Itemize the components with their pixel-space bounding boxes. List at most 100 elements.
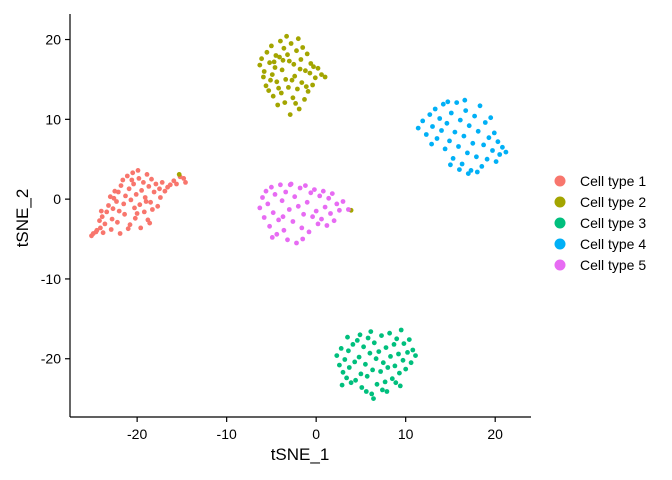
legend-swatch <box>554 259 566 271</box>
y-axis-title: tSNE_2 <box>13 189 32 248</box>
data-point <box>289 77 295 83</box>
x-tick-label: 10 <box>398 426 414 442</box>
data-point <box>484 156 490 162</box>
data-point <box>477 103 483 109</box>
data-point <box>310 82 315 88</box>
legend: Cell type 1 Cell type 2 Cell type 3 Cell ty… <box>554 173 646 273</box>
data-point <box>400 357 406 363</box>
data-point <box>281 227 287 233</box>
data-point <box>153 181 159 187</box>
data-point <box>432 106 438 112</box>
data-point <box>303 68 308 74</box>
data-point <box>149 176 154 182</box>
data-point <box>137 202 143 208</box>
data-point <box>157 186 162 192</box>
data-point <box>311 64 316 70</box>
legend-item: Cell type 4 <box>554 236 646 252</box>
series-5-points <box>257 181 351 246</box>
data-point <box>334 201 340 207</box>
data-point <box>303 84 309 89</box>
data-point <box>346 365 352 370</box>
data-point <box>124 173 130 179</box>
data-point <box>439 128 444 133</box>
data-point <box>497 152 503 157</box>
data-point <box>317 193 323 199</box>
data-point <box>291 61 297 67</box>
data-point <box>97 218 102 224</box>
data-point <box>286 58 292 64</box>
data-point <box>141 180 146 185</box>
data-point <box>468 168 474 173</box>
data-point <box>481 142 486 148</box>
data-point <box>371 340 377 346</box>
data-point <box>350 342 356 347</box>
data-point <box>462 97 468 103</box>
data-point <box>423 132 429 137</box>
data-point <box>447 138 452 144</box>
data-point <box>142 195 148 200</box>
data-point <box>297 185 303 191</box>
x-axis-title: tSNE_1 <box>271 445 330 464</box>
data-point <box>288 41 294 46</box>
x-tick-label: 0 <box>312 426 320 442</box>
data-point <box>463 108 469 113</box>
data-point <box>98 208 104 214</box>
data-point <box>287 182 293 188</box>
data-point <box>363 361 368 367</box>
data-point <box>305 89 311 94</box>
data-point <box>272 65 278 70</box>
data-point <box>322 74 328 80</box>
data-point <box>500 144 505 150</box>
data-point <box>276 217 281 223</box>
data-point <box>301 211 306 217</box>
data-point <box>272 192 278 197</box>
data-point <box>369 391 375 397</box>
data-point <box>331 218 337 224</box>
data-point <box>392 363 398 369</box>
data-point <box>420 118 426 124</box>
data-point <box>158 195 163 200</box>
data-point <box>290 95 296 101</box>
data-point <box>387 330 392 336</box>
data-point <box>280 214 286 220</box>
legend-label: Cell type 2 <box>580 194 646 210</box>
data-point <box>130 170 136 176</box>
data-point <box>257 62 263 68</box>
data-point <box>100 230 106 236</box>
data-point <box>300 45 306 50</box>
data-point <box>353 377 358 383</box>
legend-item: Cell type 3 <box>554 215 646 231</box>
data-point <box>181 176 187 181</box>
data-point <box>340 369 346 375</box>
data-point <box>259 56 264 62</box>
data-point <box>270 93 276 99</box>
legend-item: Cell type 5 <box>554 257 646 273</box>
data-point <box>337 207 342 213</box>
data-point <box>299 225 305 231</box>
data-point <box>302 97 307 102</box>
data-point <box>293 101 298 106</box>
data-point <box>503 149 509 155</box>
data-point <box>128 197 134 203</box>
y-tick-label: -20 <box>41 351 61 367</box>
data-point <box>303 183 308 189</box>
data-point <box>344 375 349 381</box>
data-point <box>109 216 115 222</box>
data-point <box>295 86 300 92</box>
data-point <box>263 83 269 89</box>
data-point <box>270 210 276 216</box>
data-point <box>115 189 121 195</box>
data-point <box>382 379 388 385</box>
data-point <box>346 348 351 354</box>
data-point <box>454 100 460 105</box>
series-1-points <box>89 168 188 239</box>
data-point <box>141 209 147 215</box>
data-point <box>491 130 497 136</box>
data-point <box>261 69 267 74</box>
data-point <box>374 381 380 387</box>
legend-label: Cell type 4 <box>580 236 646 252</box>
data-point <box>93 229 99 235</box>
data-point <box>384 389 390 394</box>
y-tick-label: 20 <box>45 32 61 48</box>
